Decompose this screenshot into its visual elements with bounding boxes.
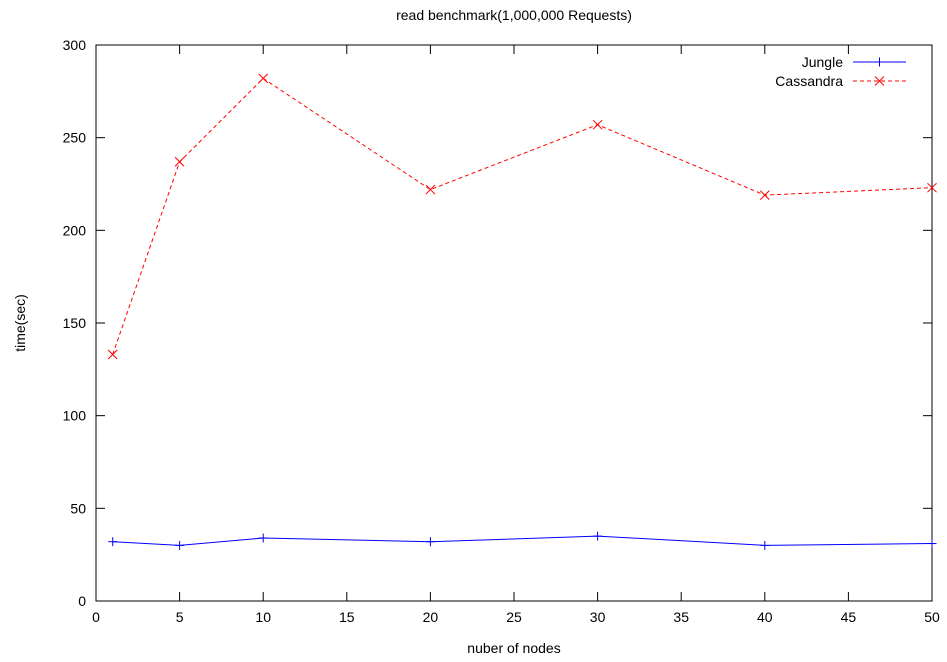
series-line-cassandra [112,77,933,355]
data-point-cassandra [258,73,269,84]
x-tick-label: 5 [176,609,184,625]
plot-frame [95,44,933,602]
x-tick-label: 20 [423,609,439,625]
marker-stroke [927,182,937,193]
x-axis-label: nuber of nodes [467,640,560,656]
series-line-jungle [112,535,933,546]
y-tick-label: 100 [63,408,87,424]
marker-stroke [425,184,436,195]
legend-marker [874,76,885,86]
data-point-jungle [760,540,770,550]
x-tick-label: 15 [339,609,355,625]
y-tick-label: 50 [70,500,86,516]
chart-title: read benchmark(1,000,000 Requests) [396,7,632,23]
marker-stroke [874,76,885,86]
legend-label: Jungle [802,54,843,70]
x-tick-label: 40 [757,609,773,625]
x-tick-label: 25 [506,609,522,625]
data-point-cassandra [107,349,118,360]
series-lines [112,77,933,546]
series-markers [107,73,937,550]
y-tick-label: 150 [63,315,87,331]
legend-label: Cassandra [775,73,843,89]
axis-ticks [95,44,933,602]
data-point-cassandra [425,184,436,195]
data-point-jungle [175,540,185,550]
marker-stroke [759,190,770,200]
data-point-cassandra [592,119,603,130]
x-tick-label: 45 [841,609,857,625]
marker-stroke [174,156,185,167]
y-tick-label: 250 [63,130,87,146]
data-point-jungle [593,531,603,541]
data-point-cassandra [174,156,185,167]
x-tick-label: 35 [673,609,689,625]
y-tick-label: 300 [63,37,87,53]
x-tick-label: 10 [255,609,271,625]
marker-stroke [107,349,118,360]
data-point-jungle [425,537,435,547]
marker-stroke [258,73,269,84]
legend-marker [875,57,884,67]
data-point-jungle [258,533,268,543]
tick-labels: 0 5 10 15 20 25 30 35 40 45 50 0 50 100 150 200 250 300 [63,37,940,625]
x-tick-label: 30 [590,609,606,625]
legend: Jungle Cassandra [775,54,906,89]
y-tick-label: 200 [63,222,87,238]
y-tick-label: 0 [78,593,86,609]
data-point-cassandra [927,182,937,193]
data-point-cassandra [759,190,770,200]
marker-stroke [592,119,603,130]
x-tick-label: 50 [924,609,940,625]
y-axis-label: time(sec) [12,294,28,352]
x-tick-label: 0 [92,609,100,625]
data-point-jungle [927,539,937,549]
data-point-jungle [108,537,118,547]
